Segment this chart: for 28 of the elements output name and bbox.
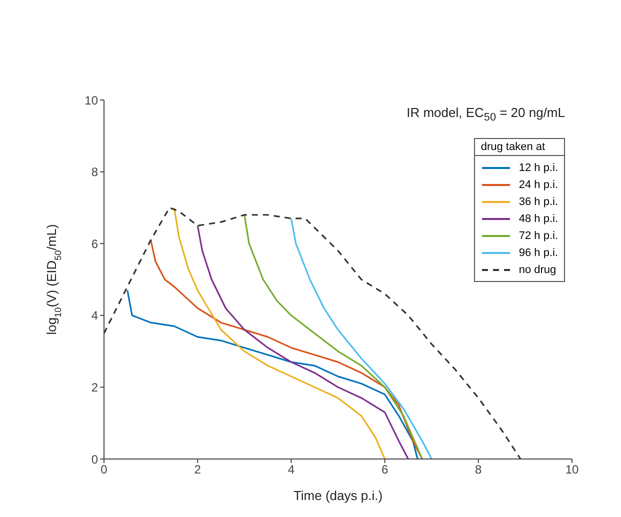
- x-axis-title: Time (days p.i.): [293, 488, 383, 503]
- legend-title: drug taken at: [474, 139, 564, 156]
- y-tick-label: 2: [91, 380, 98, 394]
- line-series: [290, 218, 432, 459]
- line-series: [150, 239, 424, 459]
- y-tick-label: 10: [84, 93, 98, 108]
- legend-label: 24 h p.i.: [518, 178, 558, 190]
- legend-label: 12 h p.i.: [518, 162, 558, 174]
- x-tick-label: 10: [565, 462, 579, 477]
- x-tick-label: 6: [381, 462, 388, 477]
- legend-label: 96 h p.i.: [518, 246, 558, 258]
- line-series: [126, 289, 418, 459]
- line-series: [173, 206, 386, 459]
- annotation: IR model, EC$_{50}$ = 20 ng/mL: [406, 105, 565, 124]
- x-tick-label: 8: [475, 462, 482, 477]
- line-series: [196, 224, 409, 459]
- legend-label: 36 h p.i.: [518, 196, 558, 208]
- x-tick-label: 2: [194, 462, 202, 477]
- legend-label: 48 h p.i.: [518, 212, 558, 224]
- y-tick-label: 8: [91, 165, 98, 180]
- y-tick-label: 0: [91, 452, 98, 466]
- legend-label: 72 h p.i.: [518, 230, 558, 242]
- y-tick-label: 6: [91, 236, 98, 251]
- legend-label: no drug: [518, 264, 556, 276]
- line-series: [244, 214, 424, 459]
- y-tick-label: 4: [91, 308, 98, 323]
- x-tick-label: 0: [100, 462, 108, 477]
- x-tick-label: 4: [288, 462, 295, 477]
